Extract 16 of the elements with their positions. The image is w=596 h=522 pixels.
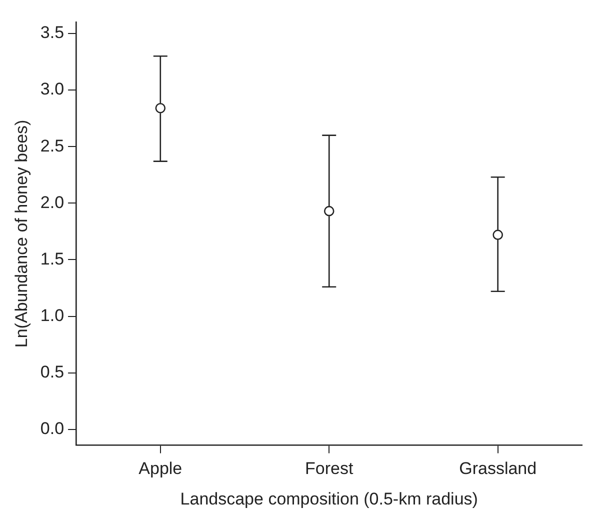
y-tick-label: 0.0 [40, 419, 64, 438]
y-tick-label: 3.0 [40, 80, 64, 99]
y-tick-label: 2.5 [40, 136, 64, 156]
y-tick-label: 1.5 [40, 249, 64, 268]
y-tick-label: 0.5 [40, 362, 64, 382]
point [155, 103, 166, 114]
y-axis-title: Ln(Abundance of honey bees) [12, 120, 31, 348]
y-tick-label: 3.5 [40, 23, 64, 42]
y-tick-label: 2.0 [40, 192, 64, 212]
point [492, 230, 503, 240]
x-tick-label: Grassland [459, 459, 537, 478]
x-tick-label: Apple [138, 459, 182, 478]
x-axis-title: Landscape composition (0.5-km radius) [180, 489, 478, 508]
y-tick-label: 1.0 [40, 306, 64, 325]
x-tick-label: Forest [305, 459, 354, 478]
point [324, 206, 334, 216]
